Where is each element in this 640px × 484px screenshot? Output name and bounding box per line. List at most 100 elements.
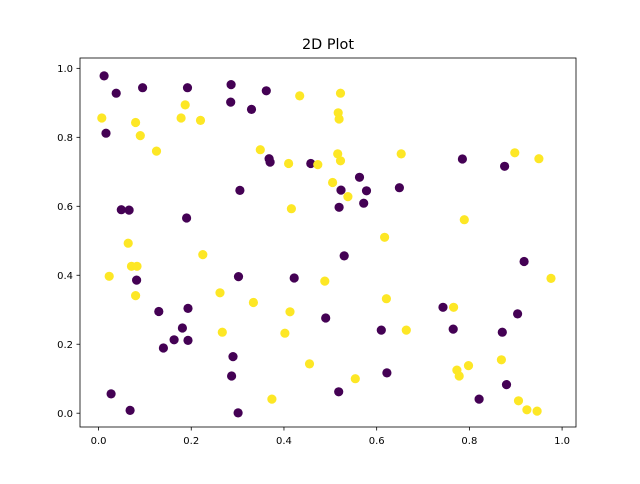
data-point bbox=[354, 172, 365, 182]
data-point bbox=[382, 368, 392, 378]
data-point bbox=[513, 396, 524, 406]
data-point bbox=[261, 86, 271, 96]
y-tick-label: 0.4 bbox=[57, 271, 73, 282]
data-point bbox=[180, 100, 190, 110]
data-point bbox=[131, 117, 141, 128]
data-point bbox=[394, 183, 404, 193]
data-point bbox=[320, 276, 330, 286]
data-point bbox=[182, 213, 192, 223]
data-point bbox=[125, 405, 135, 415]
axes-layer: 0.0 0.2 0.4 0.6 0.8 1.0 0.0 0.2 0.4 0.6 0.8 1.0 bbox=[57, 57, 577, 447]
data-point bbox=[226, 80, 236, 90]
data-point bbox=[124, 205, 134, 215]
data-point bbox=[380, 232, 390, 242]
data-point bbox=[123, 238, 133, 248]
data-point bbox=[280, 328, 290, 338]
data-point bbox=[522, 405, 532, 415]
data-point bbox=[255, 145, 265, 155]
data-point bbox=[131, 291, 141, 301]
data-point bbox=[328, 177, 338, 188]
y-tick-label: 0.6 bbox=[57, 202, 73, 213]
data-point bbox=[182, 83, 193, 93]
data-point bbox=[233, 408, 243, 418]
data-point bbox=[217, 327, 227, 337]
data-point bbox=[132, 261, 142, 271]
data-point bbox=[228, 352, 238, 362]
data-point bbox=[497, 327, 507, 337]
data-point bbox=[104, 271, 114, 281]
data-point bbox=[106, 389, 116, 399]
data-point bbox=[333, 149, 343, 159]
data-point bbox=[449, 302, 459, 312]
data-point bbox=[304, 359, 315, 369]
x-tick-label: 1.0 bbox=[554, 436, 570, 447]
chart-title: 2D Plot bbox=[302, 37, 354, 53]
plot-frame bbox=[79, 57, 577, 428]
data-point bbox=[457, 154, 467, 164]
data-point bbox=[359, 198, 369, 208]
data-point bbox=[138, 83, 148, 93]
data-point bbox=[438, 302, 448, 312]
x-tick-label: 0.8 bbox=[461, 436, 477, 447]
data-point bbox=[116, 205, 126, 215]
data-point bbox=[169, 335, 179, 345]
data-point bbox=[289, 273, 299, 283]
data-point bbox=[336, 185, 346, 195]
data-point bbox=[448, 324, 458, 334]
x-tick-label: 0.0 bbox=[91, 436, 107, 447]
data-point bbox=[361, 186, 372, 196]
data-point bbox=[195, 115, 206, 125]
x-tick-label: 0.2 bbox=[183, 436, 199, 447]
y-tick-label: 0.0 bbox=[57, 409, 73, 420]
data-point bbox=[335, 156, 346, 166]
data-point bbox=[534, 154, 544, 164]
data-point bbox=[135, 131, 145, 141]
data-point bbox=[334, 387, 344, 397]
data-point bbox=[519, 256, 529, 267]
data-point bbox=[233, 272, 244, 282]
data-point bbox=[176, 113, 186, 123]
data-point bbox=[151, 146, 162, 156]
data-point bbox=[459, 215, 469, 225]
data-point bbox=[132, 275, 142, 285]
data-point bbox=[401, 325, 411, 335]
data-point bbox=[226, 97, 236, 107]
data-point bbox=[285, 307, 295, 317]
data-point bbox=[248, 297, 258, 308]
data-point bbox=[313, 160, 323, 170]
data-point bbox=[381, 294, 391, 304]
data-point bbox=[396, 149, 406, 159]
data-point bbox=[183, 303, 193, 313]
data-point bbox=[496, 355, 506, 365]
data-point bbox=[286, 204, 296, 214]
y-tick-label: 0.8 bbox=[57, 133, 73, 144]
data-point bbox=[343, 192, 353, 202]
data-point bbox=[99, 71, 109, 81]
data-point bbox=[474, 394, 484, 404]
x-tick-label: 0.6 bbox=[369, 436, 385, 447]
data-point bbox=[350, 374, 360, 384]
data-point bbox=[510, 148, 520, 158]
data-point bbox=[306, 158, 316, 169]
data-point bbox=[284, 158, 294, 169]
data-point bbox=[246, 104, 257, 114]
data-point bbox=[227, 371, 237, 381]
data-point bbox=[158, 343, 168, 353]
data-point bbox=[183, 335, 193, 345]
x-tick-label: 0.4 bbox=[276, 436, 292, 447]
data-point bbox=[335, 88, 346, 98]
data-point bbox=[501, 380, 512, 390]
data-point bbox=[235, 185, 245, 195]
data-point bbox=[376, 325, 386, 335]
data-point bbox=[97, 113, 107, 123]
data-point bbox=[111, 88, 121, 98]
points-layer bbox=[97, 71, 556, 418]
data-point bbox=[265, 157, 275, 167]
data-point bbox=[513, 309, 523, 319]
data-point bbox=[215, 288, 225, 298]
data-point bbox=[532, 406, 542, 416]
data-point bbox=[154, 306, 164, 317]
